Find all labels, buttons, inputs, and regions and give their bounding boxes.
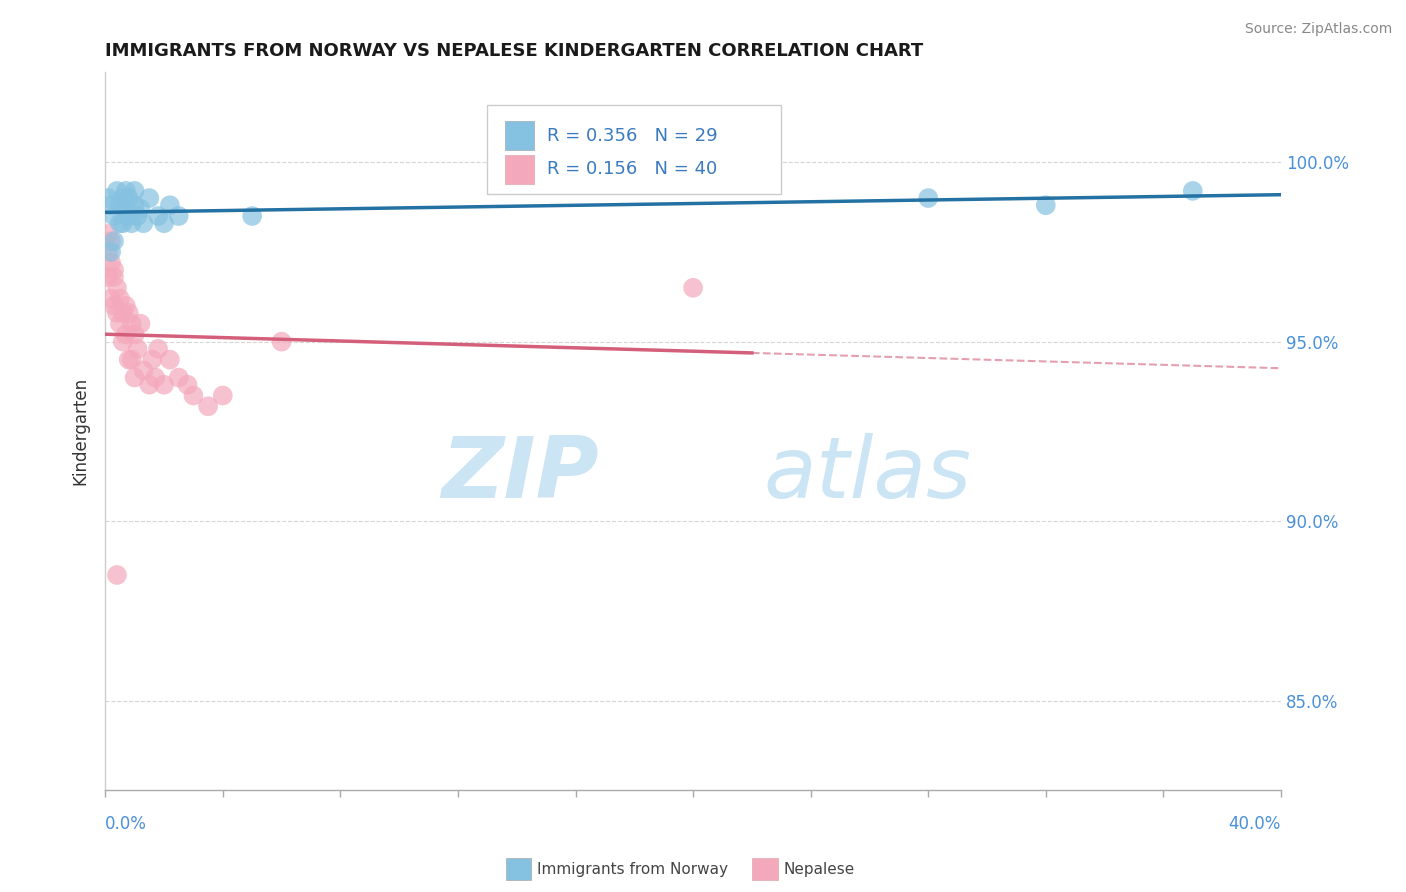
Point: [124, 198, 146, 212]
Point: [132, 216, 155, 230]
Point: [1035, 198, 1057, 212]
Point: [100, 255, 122, 269]
Point: [121, 216, 143, 230]
Point: [108, 317, 131, 331]
Point: [114, 202, 136, 216]
Point: [100, 198, 122, 212]
Point: [97, 244, 120, 259]
Point: [118, 352, 141, 367]
Point: [121, 317, 143, 331]
Point: [121, 352, 143, 367]
FancyBboxPatch shape: [505, 155, 534, 184]
Text: 40.0%: 40.0%: [1229, 815, 1281, 833]
Point: [97, 270, 120, 285]
FancyBboxPatch shape: [488, 104, 782, 194]
Point: [127, 342, 149, 356]
Text: atlas: atlas: [763, 433, 972, 516]
Y-axis label: Kindergarten: Kindergarten: [72, 377, 89, 485]
Text: R = 0.356   N = 29: R = 0.356 N = 29: [547, 127, 718, 145]
Point: [124, 327, 146, 342]
Point: [103, 263, 125, 277]
Text: Source: ZipAtlas.com: Source: ZipAtlas.com: [1244, 22, 1392, 37]
Point: [118, 209, 141, 223]
Point: [124, 370, 146, 384]
Point: [124, 184, 146, 198]
Point: [129, 317, 152, 331]
Point: [917, 191, 939, 205]
Text: Immigrants from Norway: Immigrants from Norway: [537, 863, 728, 877]
Point: [105, 184, 128, 198]
Point: [97, 227, 120, 241]
Point: [138, 191, 160, 205]
Point: [114, 327, 136, 342]
Point: [100, 234, 122, 248]
Point: [108, 292, 131, 306]
FancyBboxPatch shape: [505, 121, 534, 150]
Point: [146, 342, 169, 356]
Point: [183, 388, 205, 402]
Point: [138, 377, 160, 392]
Text: ZIP: ZIP: [441, 433, 599, 516]
Text: Nepalese: Nepalese: [783, 863, 855, 877]
Point: [167, 209, 190, 223]
Text: R = 0.156   N = 40: R = 0.156 N = 40: [547, 161, 717, 178]
Point: [103, 209, 125, 223]
Point: [240, 209, 263, 223]
Point: [105, 568, 128, 582]
Point: [111, 216, 134, 230]
Point: [105, 306, 128, 320]
Point: [103, 234, 125, 248]
Point: [105, 281, 128, 295]
Point: [159, 198, 181, 212]
Point: [167, 370, 190, 384]
Point: [100, 292, 122, 306]
Text: 0.0%: 0.0%: [105, 815, 148, 833]
Point: [114, 184, 136, 198]
Point: [159, 352, 181, 367]
Point: [100, 244, 122, 259]
Point: [141, 352, 163, 367]
Point: [127, 209, 149, 223]
Point: [1181, 184, 1204, 198]
Point: [118, 306, 141, 320]
Point: [270, 334, 292, 349]
Point: [111, 191, 134, 205]
Point: [108, 198, 131, 212]
Point: [153, 377, 176, 392]
Point: [108, 216, 131, 230]
Point: [114, 299, 136, 313]
Point: [118, 191, 141, 205]
Point: [111, 306, 134, 320]
Point: [682, 281, 704, 295]
Point: [143, 370, 166, 384]
Point: [176, 377, 198, 392]
Point: [129, 202, 152, 216]
Text: IMMIGRANTS FROM NORWAY VS NEPALESE KINDERGARTEN CORRELATION CHART: IMMIGRANTS FROM NORWAY VS NEPALESE KINDE…: [105, 42, 924, 60]
Point: [111, 334, 134, 349]
Point: [146, 209, 169, 223]
Point: [97, 191, 120, 205]
Point: [132, 363, 155, 377]
Point: [211, 388, 233, 402]
Point: [103, 299, 125, 313]
Point: [197, 399, 219, 413]
Point: [103, 270, 125, 285]
Point: [153, 216, 176, 230]
